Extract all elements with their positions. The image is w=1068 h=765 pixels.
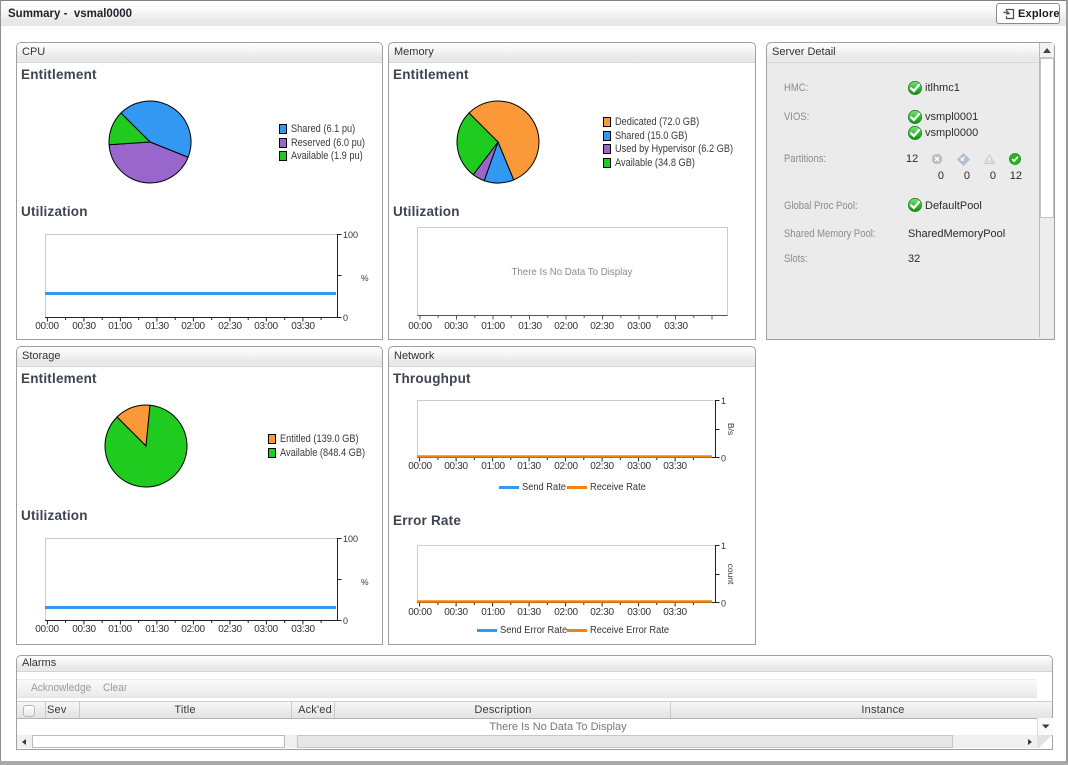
svg-text:1: 1 bbox=[721, 541, 726, 551]
svg-text:0: 0 bbox=[343, 616, 348, 626]
svg-text:0: 0 bbox=[343, 313, 348, 323]
svg-text:1: 1 bbox=[721, 396, 726, 406]
svg-text:0: 0 bbox=[721, 599, 726, 609]
svg-text:%: % bbox=[361, 577, 369, 587]
svg-text:100: 100 bbox=[343, 534, 358, 544]
svg-text:0: 0 bbox=[721, 454, 726, 464]
svg-text:count: count bbox=[726, 564, 736, 585]
svg-text:B/s: B/s bbox=[726, 423, 736, 435]
svg-text:100: 100 bbox=[343, 230, 358, 240]
svg-text:%: % bbox=[361, 273, 369, 283]
svg-text:There Is No Data To Display: There Is No Data To Display bbox=[512, 266, 634, 278]
